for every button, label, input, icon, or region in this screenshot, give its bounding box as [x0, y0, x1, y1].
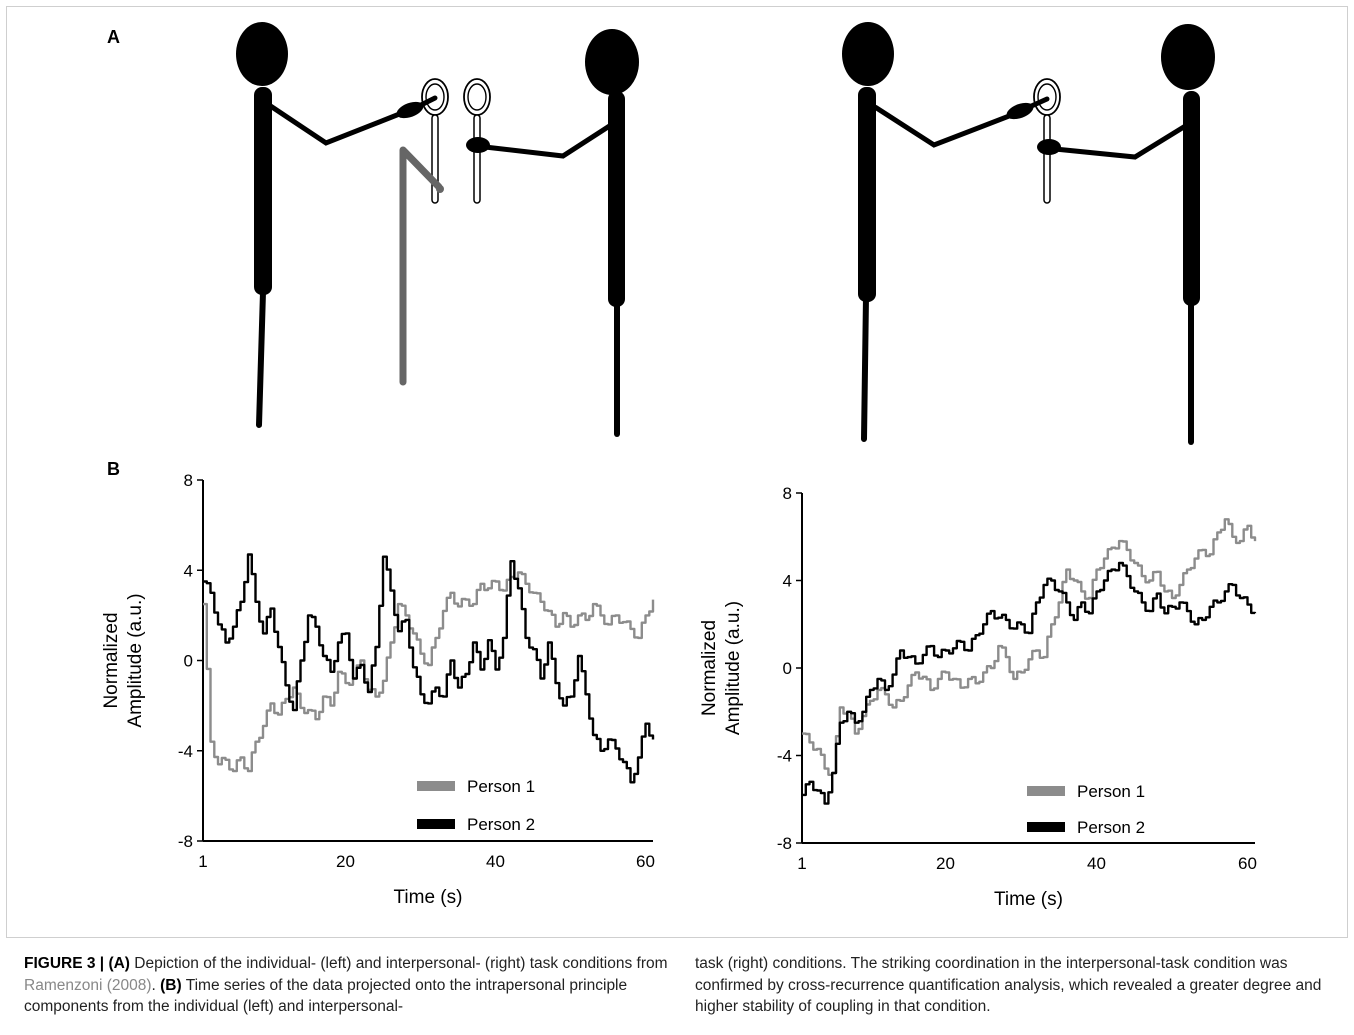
x-axis-label: Time (s)	[994, 889, 1063, 910]
series-line-person-1	[203, 571, 655, 773]
x-tick-label: 60	[636, 852, 655, 871]
series-line-person-1	[802, 518, 1257, 776]
y-axis-label: Normalized	[101, 612, 122, 708]
x-tick-label: 40	[1087, 854, 1106, 873]
y-tick-label: -8	[178, 832, 193, 851]
legend-swatch-person-1	[417, 781, 455, 791]
person-left-1	[236, 22, 438, 428]
x-tick-label: 1	[797, 854, 806, 873]
caption-b-text-1: Time series of the data projected onto t…	[24, 976, 628, 1016]
caption-a-text-1: Depiction of the individual- (left) and …	[129, 955, 668, 972]
y-axis-label: Amplitude (a.u.)	[723, 601, 744, 735]
y-tick-label: 0	[783, 659, 792, 678]
legend-swatch-person-2	[1027, 822, 1065, 832]
caption-figure-label: FIGURE 3 |	[24, 955, 109, 972]
legend-swatch-person-1	[1027, 786, 1065, 796]
x-tick-label: 1	[198, 852, 207, 871]
y-tick-label: -4	[777, 747, 792, 766]
series-line-person-2	[203, 553, 655, 784]
caption-right-text: task (right) conditions. The striking co…	[695, 955, 1322, 1015]
y-tick-label: 8	[783, 484, 792, 503]
y-tick-label: 4	[783, 572, 792, 591]
x-tick-label: 40	[486, 852, 505, 871]
task-illustration	[236, 22, 1215, 445]
y-axis-label: Amplitude (a.u.)	[125, 593, 146, 727]
caption-a-text-2: .	[151, 976, 161, 994]
panel-letter-b: B	[107, 459, 120, 479]
pendulum-shared	[1033, 78, 1061, 204]
legend-label-person-2: Person 2	[1077, 818, 1145, 837]
caption-right: task (right) conditions. The striking co…	[695, 953, 1340, 1018]
x-tick-label: 20	[336, 852, 355, 871]
series-line-person-2	[802, 561, 1257, 805]
caption-left: FIGURE 3 | (A) Depiction of the individu…	[24, 953, 669, 1018]
caption-a-tag: (A)	[108, 955, 130, 972]
caption-citation-link[interactable]: Ramenzoni (2008)	[24, 976, 152, 994]
legend-label-person-1: Person 1	[467, 777, 535, 796]
support-pole	[399, 146, 444, 386]
legend-swatch-person-2	[417, 819, 455, 829]
y-tick-label: 4	[184, 561, 193, 580]
y-axis-label: Normalized	[699, 620, 720, 716]
person-right-1	[842, 22, 1050, 442]
y-tick-label: -8	[777, 834, 792, 853]
x-tick-label: 60	[1238, 854, 1257, 873]
person-left-2	[466, 29, 639, 437]
caption-b-tag: (B)	[160, 976, 182, 994]
figure-frame: A B 8 4 0 -4 -8 1 20 40 60 Time (s) Normalized Ampl…	[6, 6, 1348, 938]
x-tick-label: 20	[936, 854, 955, 873]
x-axis-label: Time (s)	[394, 887, 463, 908]
legend-label-person-1: Person 1	[1077, 782, 1145, 801]
person-right-2	[1037, 24, 1215, 445]
panel-letter-a: A	[107, 27, 120, 47]
pendulum-left-2	[463, 78, 491, 204]
y-tick-label: 8	[184, 471, 193, 490]
legend-label-person-2: Person 2	[467, 815, 535, 834]
y-tick-label: -4	[178, 742, 193, 761]
y-tick-label: 0	[184, 652, 193, 671]
